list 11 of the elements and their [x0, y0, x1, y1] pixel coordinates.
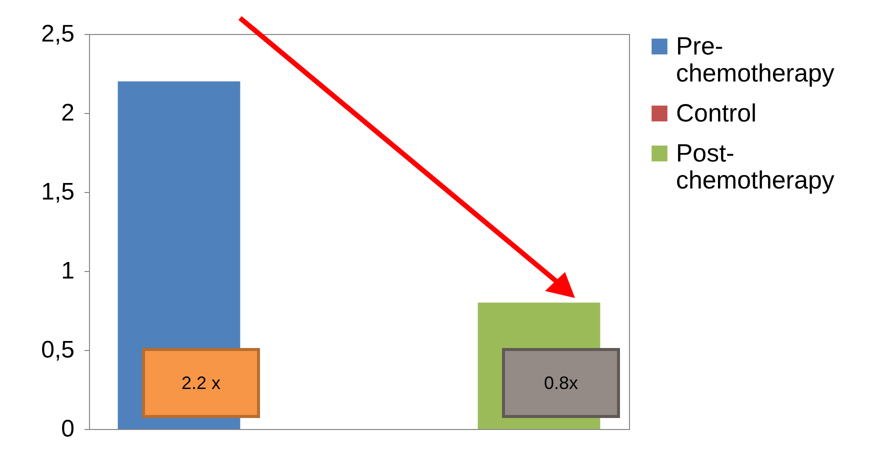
label-box: 2.2 x: [142, 348, 260, 418]
y-tick-label: 1: [61, 258, 74, 284]
label-box: 0.8x: [502, 348, 620, 418]
legend-label: Control: [676, 100, 757, 128]
y-tick-label: 0,5: [41, 336, 74, 364]
y-tick-label: 2: [61, 100, 74, 126]
legend-label: Post-chemotherapy: [676, 140, 835, 194]
legend-label: Pre-chemotherapy: [676, 32, 835, 88]
y-tick-label: 2,5: [41, 20, 74, 48]
y-tick-label: 0: [61, 416, 74, 442]
y-tick-label: 1,5: [41, 178, 74, 206]
